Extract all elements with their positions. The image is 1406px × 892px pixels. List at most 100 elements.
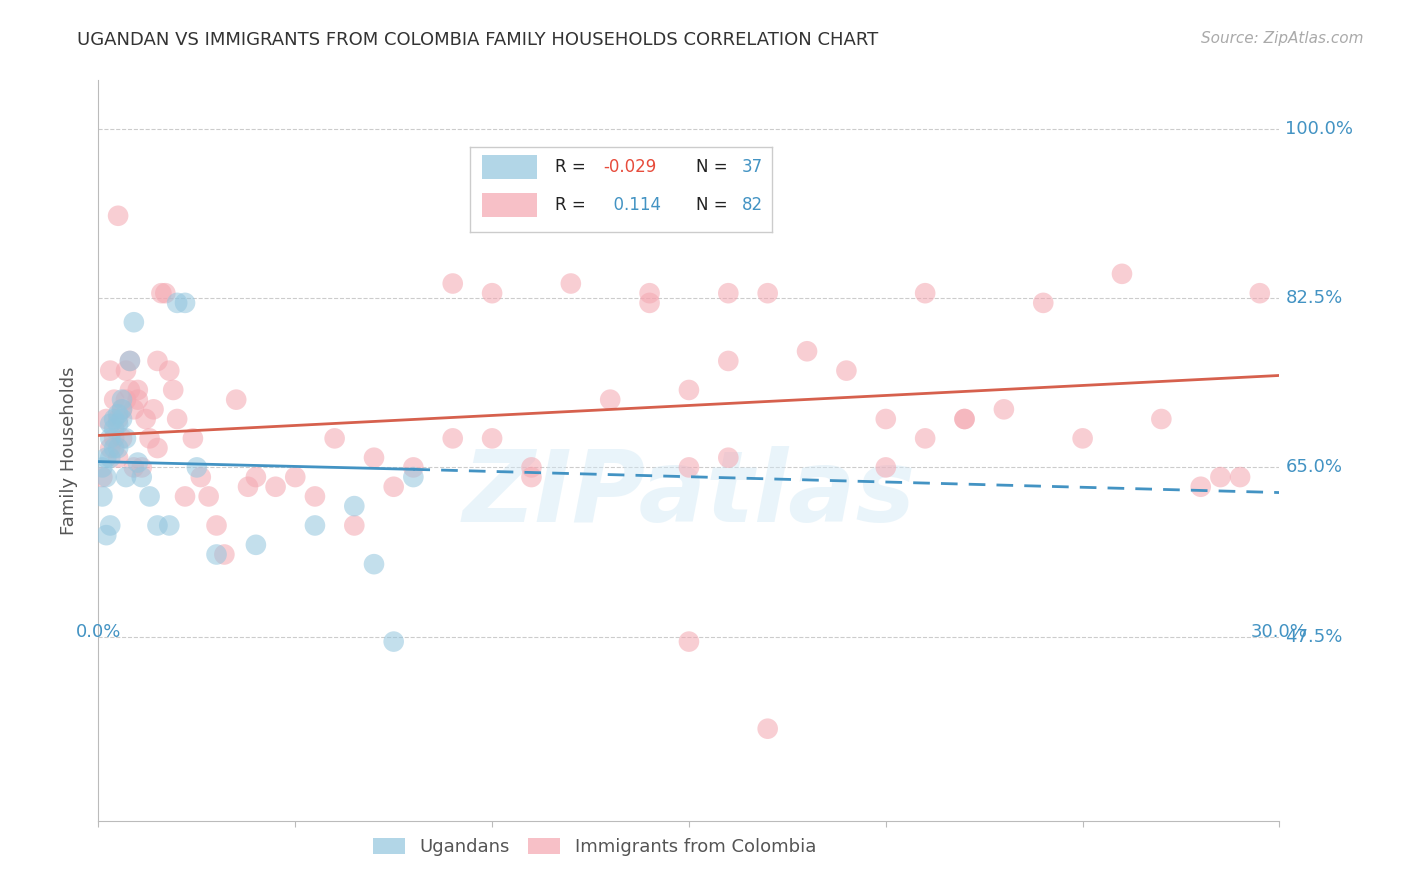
Point — [875, 460, 897, 475]
Point — [1229, 470, 1251, 484]
Point — [323, 431, 346, 445]
Point — [107, 417, 129, 431]
Point — [560, 277, 582, 291]
Point — [304, 490, 326, 504]
Point — [1150, 412, 1173, 426]
Point — [205, 518, 228, 533]
Point — [236, 480, 259, 494]
Point — [146, 354, 169, 368]
Point — [638, 286, 661, 301]
Legend: Ugandans, Immigrants from Colombia: Ugandans, Immigrants from Colombia — [366, 830, 824, 863]
Point — [363, 450, 385, 465]
Point — [205, 548, 228, 562]
Point — [118, 354, 141, 368]
Point — [127, 392, 149, 407]
Point — [953, 412, 976, 426]
Point — [91, 460, 114, 475]
Point — [118, 383, 141, 397]
Point — [111, 402, 134, 417]
Point — [197, 490, 219, 504]
Point — [717, 354, 740, 368]
Point — [107, 209, 129, 223]
Point — [225, 392, 247, 407]
Point — [402, 470, 425, 484]
Point — [756, 722, 779, 736]
Point — [111, 392, 134, 407]
Point — [103, 392, 125, 407]
Point — [382, 480, 405, 494]
Point — [678, 634, 700, 648]
Point — [174, 490, 197, 504]
Point — [107, 407, 129, 421]
Point — [115, 470, 138, 484]
Point — [481, 286, 503, 301]
Point — [181, 431, 204, 445]
Point — [131, 460, 153, 475]
Point — [118, 354, 141, 368]
Point — [91, 470, 114, 484]
Text: 0.0%: 0.0% — [76, 623, 121, 641]
Point — [953, 412, 976, 426]
Point — [96, 412, 118, 426]
Point — [157, 363, 180, 377]
Point — [363, 557, 385, 571]
Point — [96, 470, 118, 484]
Point — [103, 422, 125, 436]
Point — [98, 450, 121, 465]
Point — [162, 383, 184, 397]
Point — [678, 383, 700, 397]
Point — [107, 412, 129, 426]
Point — [146, 518, 169, 533]
Point — [1249, 286, 1271, 301]
Point — [1032, 296, 1054, 310]
Point — [98, 441, 121, 455]
Point — [98, 431, 121, 445]
Text: 30.0%: 30.0% — [1251, 623, 1308, 641]
Point — [599, 392, 621, 407]
Point — [157, 518, 180, 533]
Point — [98, 363, 121, 377]
Point — [103, 431, 125, 445]
Point — [166, 296, 188, 310]
Point — [115, 392, 138, 407]
Point — [138, 431, 160, 445]
Point — [441, 277, 464, 291]
Point — [914, 431, 936, 445]
Point — [115, 363, 138, 377]
Point — [190, 470, 212, 484]
Point — [481, 431, 503, 445]
Point — [107, 441, 129, 455]
Point — [111, 431, 134, 445]
Point — [304, 518, 326, 533]
Point — [343, 499, 366, 513]
Point — [111, 402, 134, 417]
Point — [796, 344, 818, 359]
Point — [107, 450, 129, 465]
Text: 100.0%: 100.0% — [1285, 120, 1354, 137]
Point — [343, 518, 366, 533]
Point — [1111, 267, 1133, 281]
Point — [127, 383, 149, 397]
Point — [142, 402, 165, 417]
Y-axis label: Family Households: Family Households — [59, 367, 77, 534]
Text: Source: ZipAtlas.com: Source: ZipAtlas.com — [1201, 31, 1364, 46]
Point — [155, 286, 177, 301]
Point — [520, 470, 543, 484]
Point — [245, 470, 267, 484]
Point — [875, 412, 897, 426]
Point — [245, 538, 267, 552]
Point — [174, 296, 197, 310]
Point — [103, 441, 125, 455]
Point — [914, 286, 936, 301]
Point — [146, 441, 169, 455]
Point — [103, 412, 125, 426]
Point — [166, 412, 188, 426]
Point — [91, 490, 114, 504]
Point — [520, 460, 543, 475]
Point — [111, 412, 134, 426]
Point — [402, 460, 425, 475]
Point — [96, 450, 118, 465]
Point — [98, 417, 121, 431]
Point — [122, 315, 145, 329]
Point — [284, 470, 307, 484]
